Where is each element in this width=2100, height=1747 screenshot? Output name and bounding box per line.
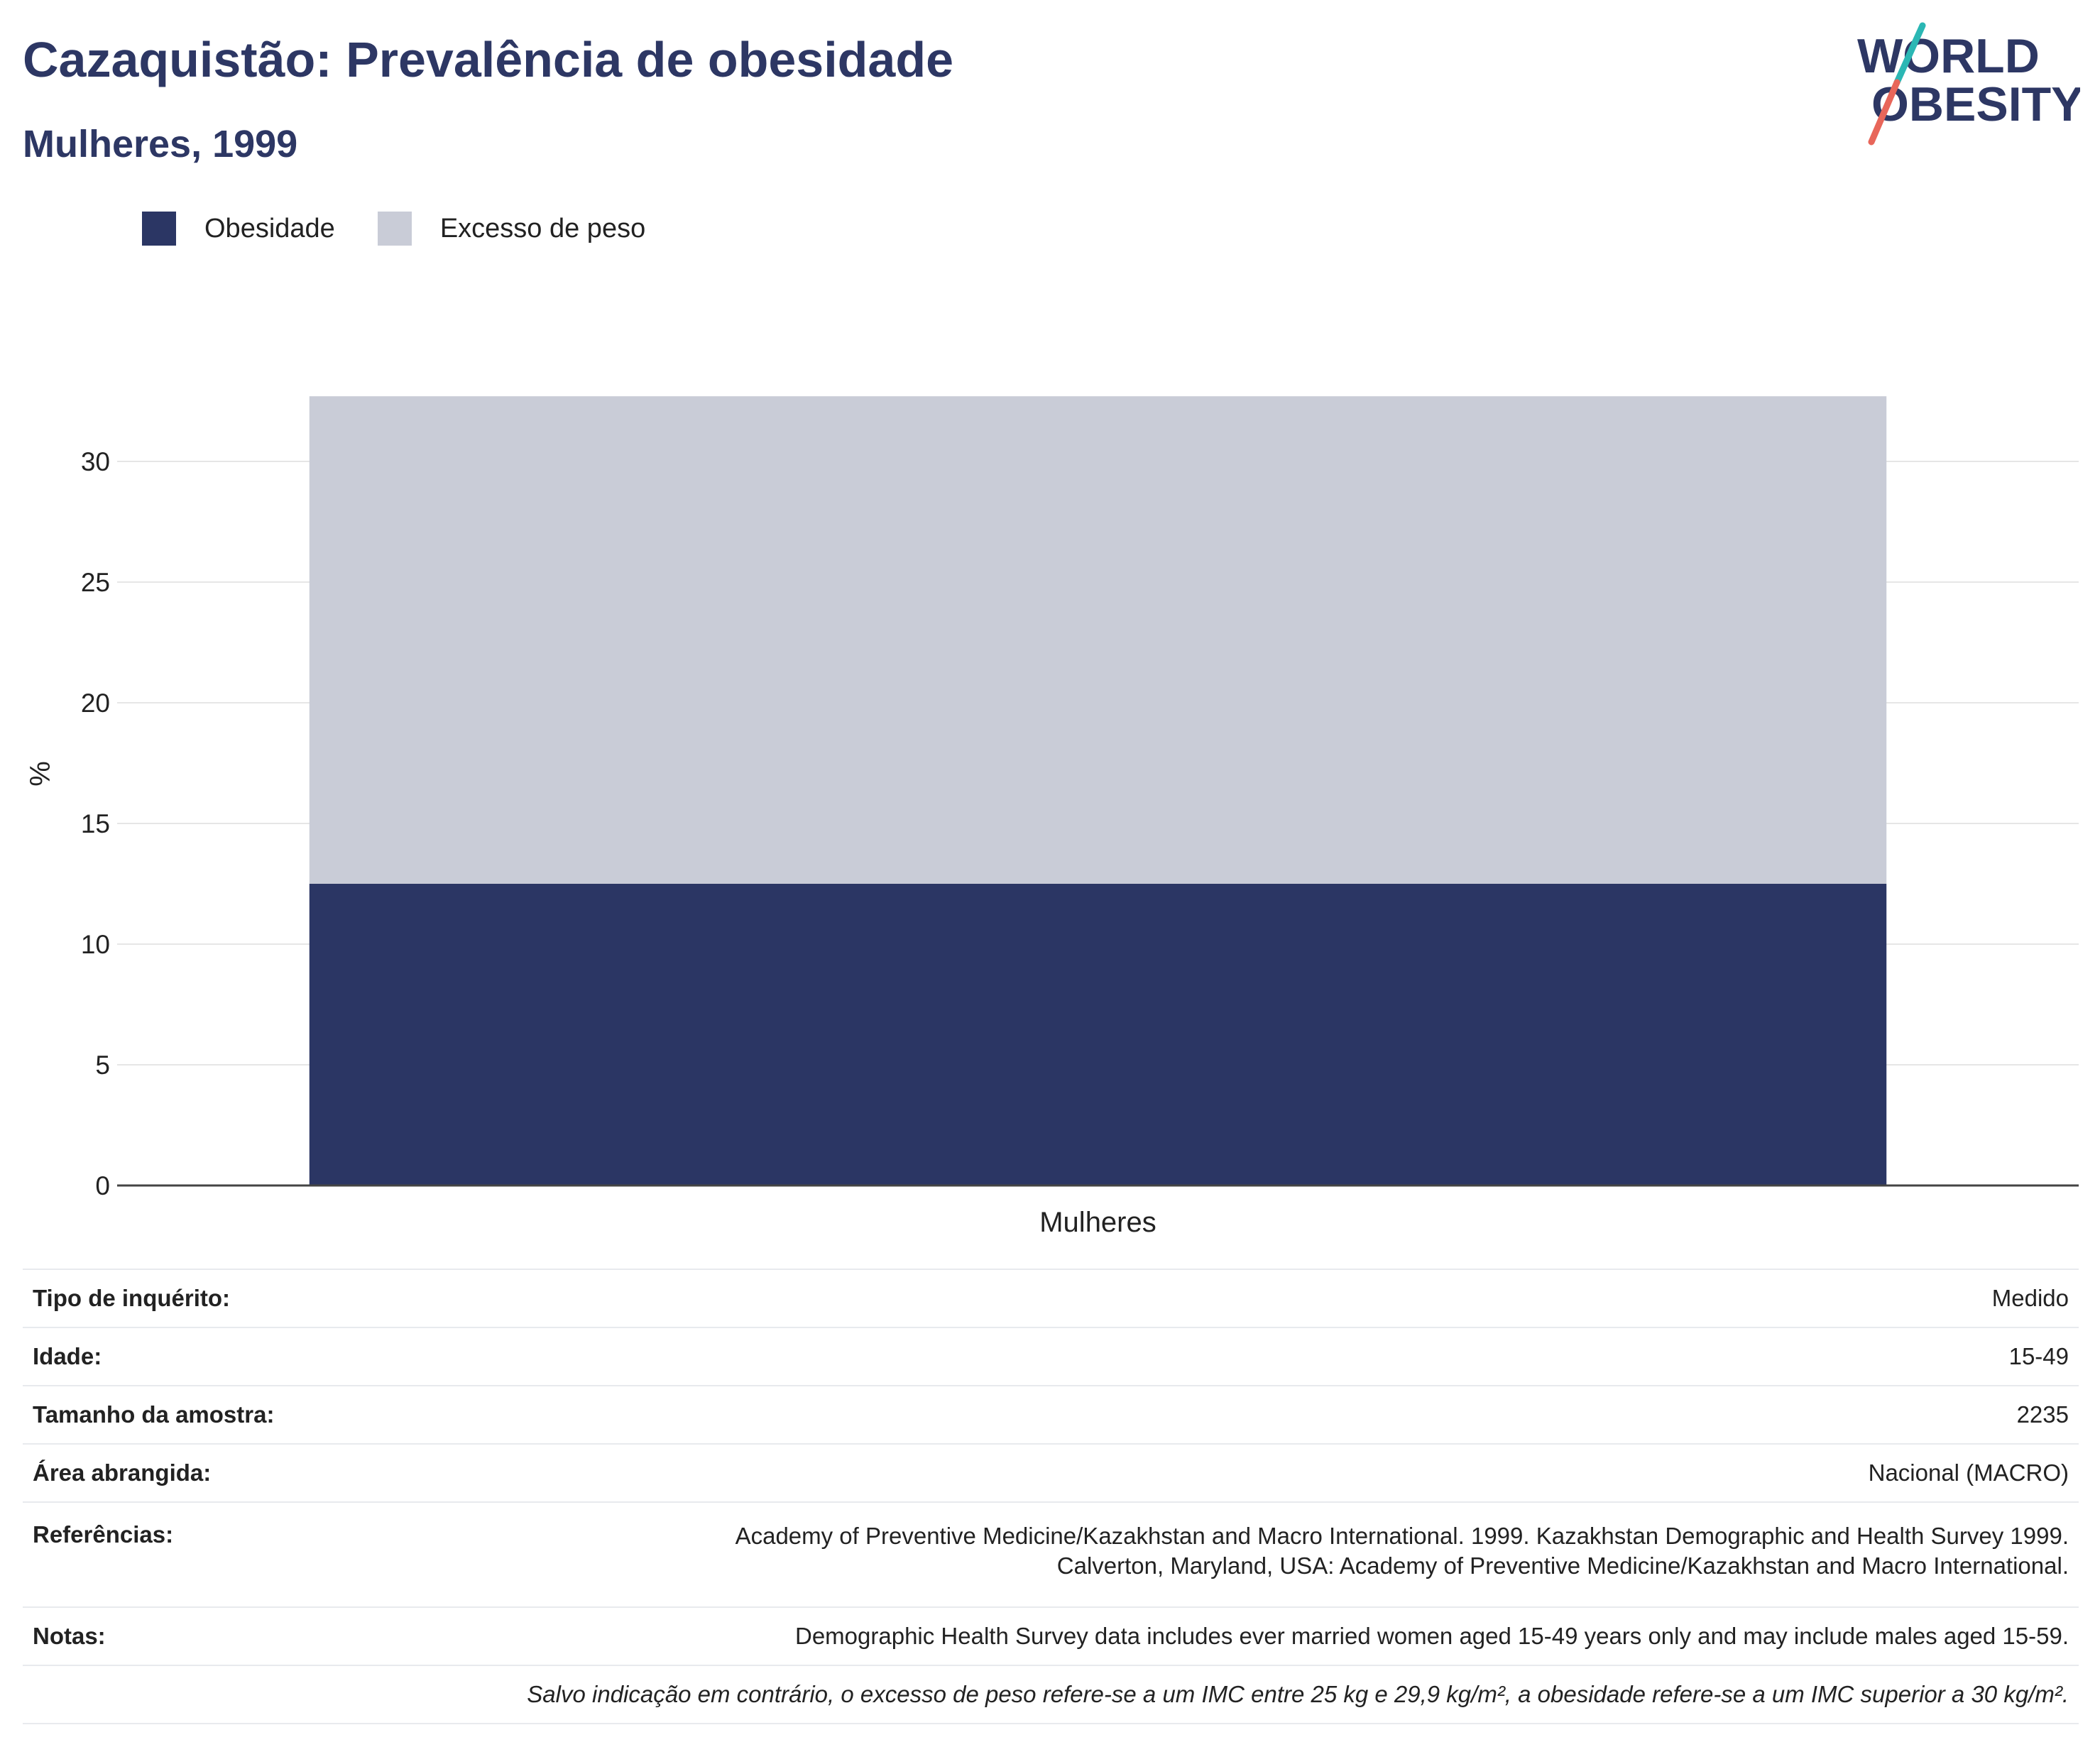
logo-line2: OBESITY	[1871, 77, 2080, 131]
info-value: Medido	[356, 1269, 2079, 1327]
info-key: Tipo de inquérito:	[23, 1269, 356, 1327]
notes-key: Notas:	[23, 1606, 356, 1665]
legend-item-overweight[interactable]: Excesso de peso	[377, 212, 646, 246]
y-tick-label: 10	[81, 930, 110, 959]
info-row: Tipo de inquérito: Medido	[23, 1269, 2079, 1327]
info-value: 2235	[356, 1385, 2079, 1444]
notes-value: Demographic Health Survey data includes …	[356, 1606, 2079, 1665]
y-tick-label: 25	[81, 568, 110, 597]
legend-item-obesity[interactable]: Obesidade	[142, 212, 335, 246]
chart-subtitle: Mulheres, 1999	[23, 123, 298, 165]
survey-info-table: Tipo de inquérito: Medido Idade: 15-49 Taman…	[23, 1269, 2079, 1724]
info-row: Tamanho da amostra: 2235	[23, 1385, 2079, 1444]
info-value: 15-49	[356, 1327, 2079, 1386]
legend-label-obesity: Obesidade	[204, 213, 335, 243]
references-row: Referências: Academy of Preventive Medici…	[23, 1501, 2079, 1607]
y-axis-label: %	[25, 761, 56, 787]
references-key: Referências:	[23, 1501, 356, 1607]
legend-label-overweight: Excesso de peso	[439, 213, 646, 243]
info-value: Nacional (MACRO)	[356, 1443, 2079, 1502]
footnote-row: Salvo indicação em contrário, o excesso …	[23, 1665, 2079, 1724]
notes-row: Notas: Demographic Health Survey data inc…	[23, 1606, 2079, 1665]
bar-chart: 0 5 10 15 20 25 30% Mulheres	[25, 396, 2079, 1238]
y-tick-label: 30	[81, 447, 110, 476]
references-value: Academy of Preventive Medicine/Kazakhsta…	[356, 1501, 2079, 1607]
y-tick-label: 5	[95, 1051, 110, 1080]
y-tick-label: 15	[81, 809, 110, 838]
x-tick-label: Mulheres	[1039, 1207, 1156, 1238]
logo-slash-top	[1893, 22, 1926, 86]
legend-swatch-obesity	[142, 212, 176, 246]
chart-legend: Obesidade Excesso de peso	[142, 212, 688, 246]
logo-line1: WORLD	[1857, 29, 2040, 83]
legend-swatch-overweight	[377, 212, 412, 246]
info-row: Idade: 15-49	[23, 1327, 2079, 1386]
references-line: Calverton, Maryland, USA: Academy of Pre…	[1056, 1552, 2069, 1579]
chart-title: Cazaquistão: Prevalência de obesidade	[23, 32, 954, 87]
bar-obesity	[309, 884, 1887, 1185]
info-row: Área abrangida: Nacional (MACRO)	[23, 1443, 2079, 1502]
footnote-text: Salvo indicação em contrário, o excesso …	[23, 1665, 2079, 1724]
info-key: Tamanho da amostra:	[23, 1385, 356, 1444]
info-key: Idade:	[23, 1327, 356, 1386]
logo-slash-bottom	[1868, 79, 1901, 146]
y-tick-label: 20	[81, 689, 110, 718]
references-line: Academy of Preventive Medicine/Kazakhsta…	[735, 1523, 2069, 1549]
info-key: Área abrangida:	[23, 1443, 356, 1502]
bar-overweight	[309, 396, 1887, 884]
y-tick-label: 0	[95, 1171, 110, 1200]
world-obesity-logo: WORLD OBESITY	[1857, 22, 2080, 146]
